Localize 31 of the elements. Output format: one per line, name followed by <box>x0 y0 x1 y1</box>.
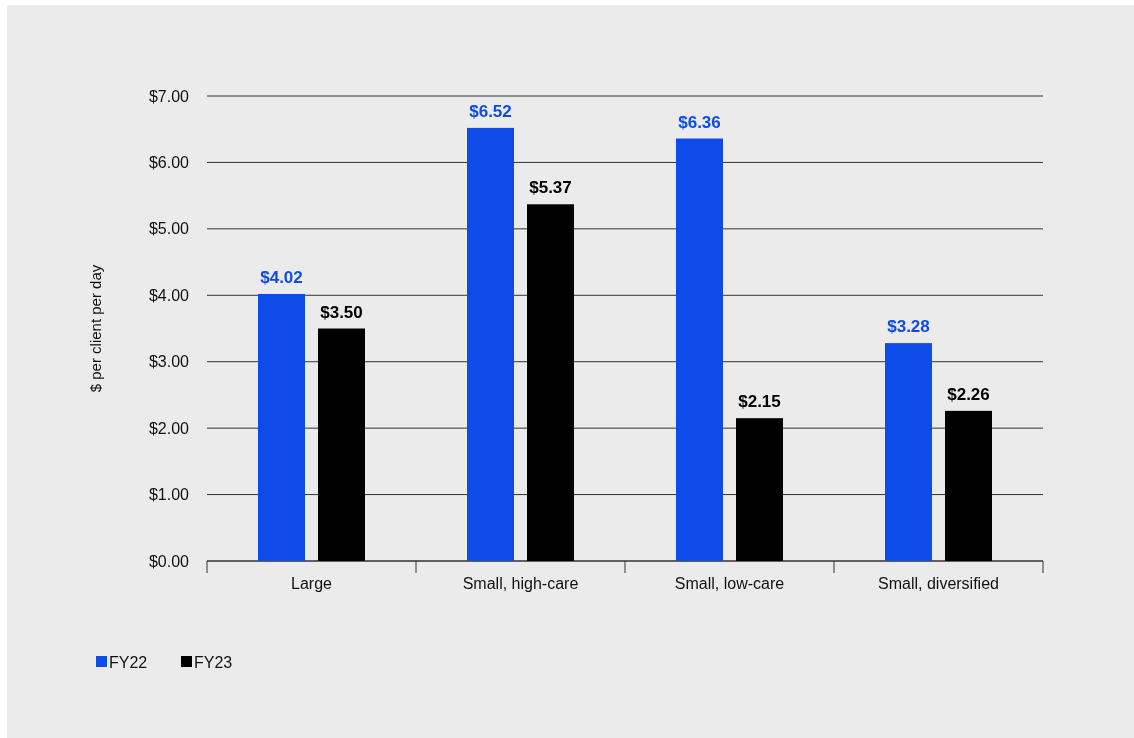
data-label: $4.02 <box>260 267 303 287</box>
data-label: $3.28 <box>887 317 930 337</box>
bar <box>945 410 992 561</box>
y-tick-label: $0.00 <box>148 552 190 570</box>
y-tick-label: $5.00 <box>148 220 190 238</box>
data-label: $2.26 <box>947 384 990 404</box>
data-label: $6.52 <box>469 101 512 121</box>
bar <box>467 127 514 561</box>
bar <box>736 418 783 561</box>
legend-label: FY22 <box>109 653 148 671</box>
data-label: $6.36 <box>678 112 721 132</box>
bar <box>527 204 574 561</box>
x-tick-label: Small, high-care <box>462 575 579 592</box>
y-axis-title: $ per client per day <box>87 264 104 393</box>
data-label: $5.37 <box>529 178 572 198</box>
bar <box>258 293 305 561</box>
y-tick-label: $6.00 <box>148 154 190 172</box>
data-label: $3.50 <box>320 302 363 322</box>
legend-label: FY23 <box>194 653 233 671</box>
y-tick-label: $7.00 <box>148 87 190 105</box>
x-tick-label: Small, diversified <box>878 575 999 592</box>
y-tick-label: $4.00 <box>148 286 190 304</box>
x-tick-label: Large <box>291 575 333 592</box>
bar <box>318 328 365 561</box>
y-tick-label: $1.00 <box>148 486 190 504</box>
y-tick-label: $2.00 <box>148 419 190 437</box>
bar <box>676 138 723 561</box>
y-tick-label: $3.00 <box>148 353 190 371</box>
x-tick-label: Small, low-care <box>674 575 785 592</box>
bar <box>885 343 932 561</box>
data-label: $2.15 <box>738 392 781 412</box>
